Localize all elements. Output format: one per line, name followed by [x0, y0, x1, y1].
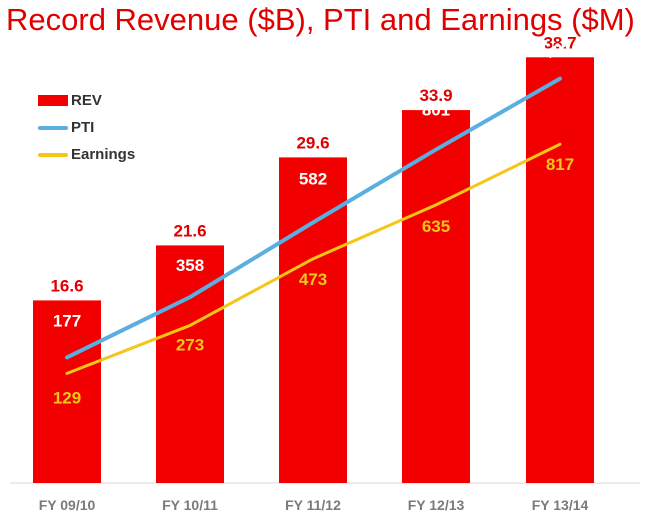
line-earnings — [65, 142, 562, 375]
pti-value-label: 801 — [422, 101, 450, 120]
legend-swatch-pti — [38, 125, 68, 130]
legend-item-rev: REV — [38, 87, 135, 114]
legend-item-earnings: Earnings — [38, 141, 135, 168]
line-pti — [65, 76, 562, 360]
pti-value-label: 1,014 — [539, 41, 582, 60]
x-tick-label: FY 09/10 — [39, 497, 96, 513]
earnings-value-label: 635 — [422, 217, 450, 236]
pti-value-label: 177 — [53, 311, 81, 330]
legend-label-rev: REV — [71, 92, 102, 109]
x-tick-label: FY 13/14 — [532, 497, 589, 513]
legend-swatch-earnings — [38, 152, 68, 157]
earnings-value-label: 817 — [546, 155, 574, 174]
page-title: Record Revenue ($B), PTI and Earnings ($… — [6, 2, 635, 37]
legend: REV PTI Earnings — [38, 87, 135, 168]
bar-value-label: 29.6 — [296, 133, 329, 152]
x-tick-label: FY 12/13 — [408, 497, 465, 513]
legend-swatch-rev — [38, 95, 68, 106]
x-tick-label: FY 11/12 — [285, 497, 341, 513]
bar-value-label: 38.7 — [543, 33, 576, 52]
x-tick-label: FY 10/11 — [162, 497, 218, 513]
bar-rev — [526, 57, 594, 484]
pti-value-label: 358 — [176, 256, 204, 275]
bar-rev — [402, 110, 470, 483]
bar-rev — [279, 157, 347, 483]
earnings-value-label: 273 — [176, 335, 204, 354]
bar-value-label: 21.6 — [173, 221, 206, 240]
pti-value-label: 582 — [299, 170, 327, 189]
legend-label-pti: PTI — [71, 119, 95, 136]
legend-label-earnings: Earnings — [71, 146, 136, 163]
bar-rev — [33, 300, 101, 483]
bar-value-label: 16.6 — [50, 276, 83, 295]
earnings-value-label: 473 — [299, 270, 327, 289]
legend-item-pti: PTI — [38, 114, 135, 141]
earnings-value-label: 129 — [53, 388, 81, 407]
bar-value-label: 33.9 — [419, 86, 452, 105]
